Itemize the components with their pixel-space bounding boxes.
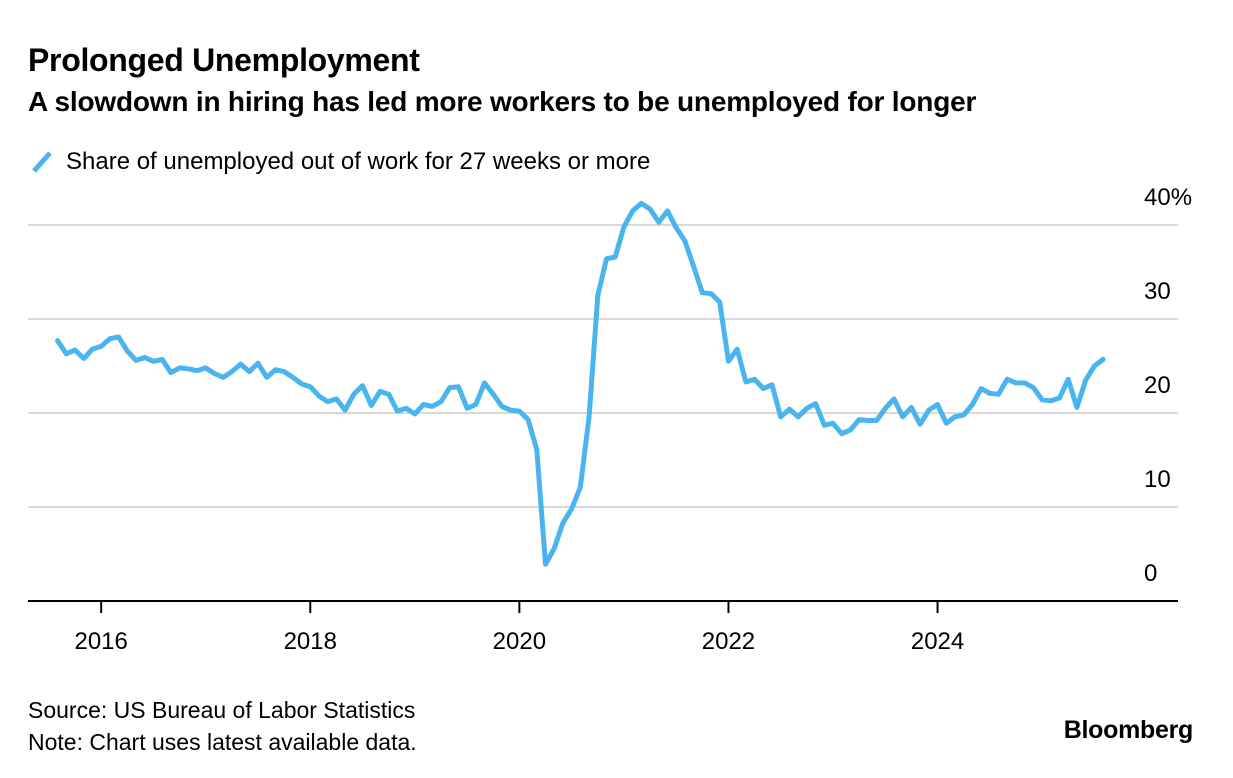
x-tick-label: 2020 (493, 628, 546, 655)
chart-title: Prolonged Unemployment (28, 42, 420, 78)
y-tick-label: 20 (1144, 372, 1171, 399)
x-tick-label: 2018 (284, 628, 337, 655)
y-tick-label: 0 (1144, 560, 1157, 587)
legend-swatch-icon (30, 150, 54, 174)
source-note: Source: US Bureau of Labor Statistics (28, 697, 416, 723)
y-tick-label: 10 (1144, 466, 1171, 493)
x-tick-label: 2024 (911, 628, 964, 655)
series-line (55, 200, 1106, 567)
x-tick-label: 2022 (702, 628, 755, 655)
data-note: Note: Chart uses latest available data. (28, 729, 417, 755)
bloomberg-logo: Bloomberg (1063, 716, 1194, 744)
chart-subtitle: A slowdown in hiring has led more worker… (28, 86, 977, 117)
legend: Share of unemployed out of work for 27 w… (30, 148, 650, 176)
footer: Source: US Bureau of Labor Statistics No… (28, 694, 417, 758)
y-tick-label: 40% (1144, 184, 1192, 211)
x-tick-label: 2016 (74, 628, 127, 655)
legend-label: Share of unemployed out of work for 27 w… (66, 148, 651, 175)
y-tick-label: 30 (1144, 278, 1171, 305)
